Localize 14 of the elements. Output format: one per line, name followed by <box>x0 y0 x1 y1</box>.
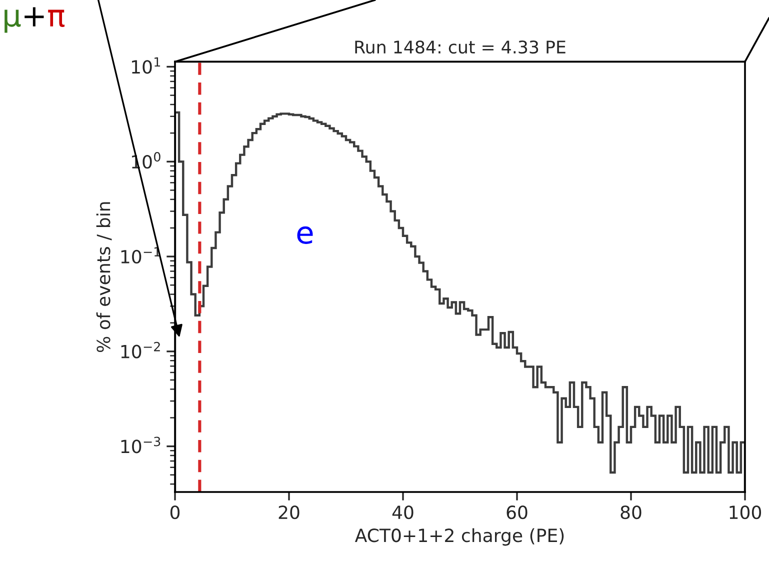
chart-title: Run 1484: cut = 4.33 PE <box>355 40 566 54</box>
x-tick-label: 100 <box>730 506 762 520</box>
x-tick-label: 80 <box>620 506 642 520</box>
y-tick-label: 10$^{−2}$ <box>121 342 160 358</box>
x-tick-label: 60 <box>506 506 528 520</box>
y-tick-label: 10$^{1}$ <box>132 57 160 74</box>
y-tick-label: 10$^{−3}$ <box>121 436 160 454</box>
x-tick-label: 0 <box>170 506 180 520</box>
x-axis-title: ACT0+1+2 charge (PE) <box>354 528 564 546</box>
x-tick-label: 20 <box>278 506 300 520</box>
x-tick-label: 40 <box>392 506 414 520</box>
annotation: e <box>297 226 313 244</box>
y-axis-title: % of events / bin <box>96 202 112 352</box>
text: μ+π <box>4 7 65 33</box>
